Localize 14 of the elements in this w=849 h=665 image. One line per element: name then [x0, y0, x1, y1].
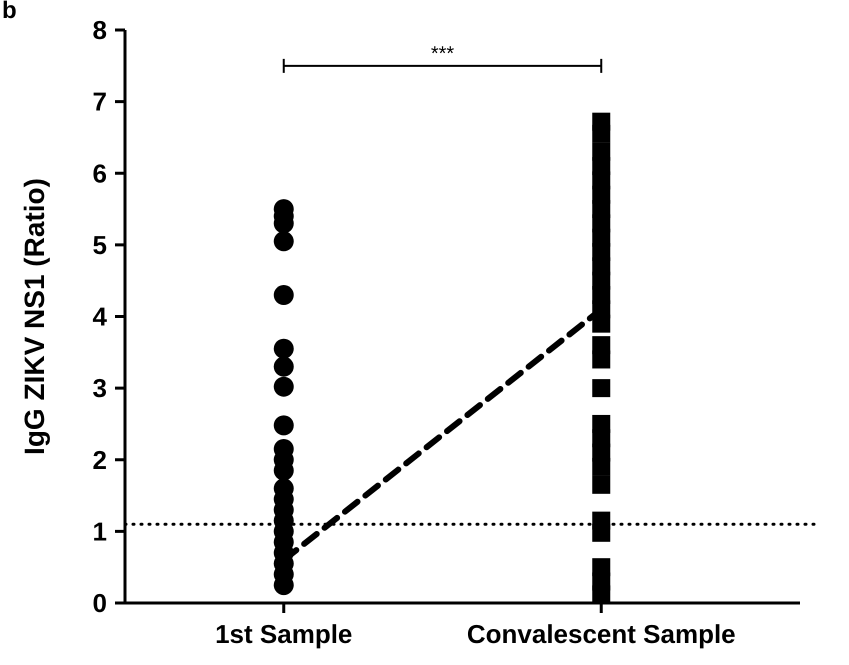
x-tick-label: Convalescent Sample: [466, 619, 736, 649]
y-tick-label: 5: [92, 230, 107, 260]
x-tick-label: 1st Sample: [215, 619, 352, 649]
y-tick-label: 3: [92, 373, 107, 404]
y-axis-title: IgG ZIKV NS1 (Ratio): [19, 178, 50, 455]
y-tick-label: 4: [92, 302, 108, 332]
y-tick-label: 1: [92, 516, 107, 546]
annotation: ***: [430, 42, 454, 65]
y-tick-label: 8: [92, 15, 107, 46]
text: b: [2, 0, 17, 24]
y-tick-label: 7: [92, 86, 107, 117]
y-tick-label: 0: [92, 588, 107, 618]
y-tick-label: 6: [92, 158, 107, 188]
y-tick-label: 2: [92, 444, 107, 475]
